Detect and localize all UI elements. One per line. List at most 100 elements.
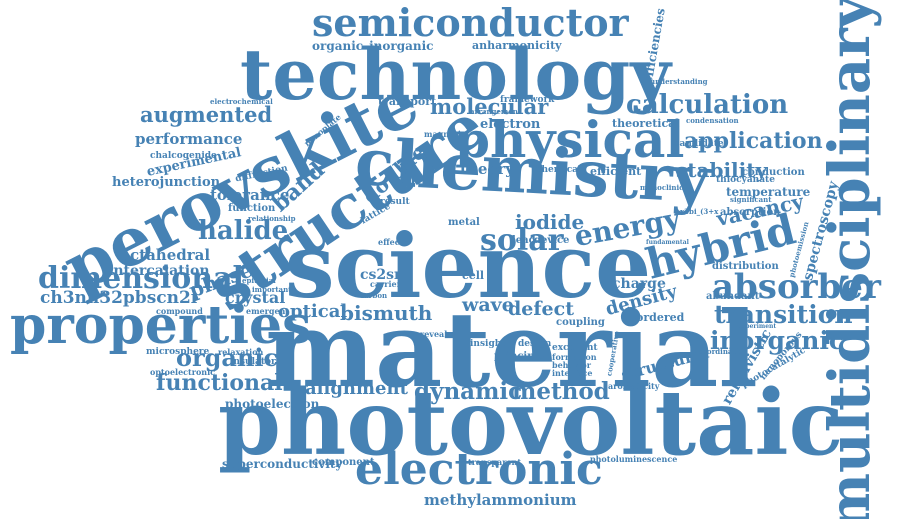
cloud-word: chemical xyxy=(536,165,582,175)
cloud-word: monoclinic xyxy=(640,183,684,192)
cloud-word: dimensional xyxy=(38,261,244,296)
cloud-word: condensation xyxy=(686,116,739,125)
cloud-word: relationship xyxy=(248,214,296,223)
cloud-word: performance xyxy=(135,130,243,148)
cloud-word: function xyxy=(228,203,276,214)
cloud-word: significant xyxy=(730,195,772,204)
cloud-word: organic xyxy=(176,343,279,372)
cloud-word: lead xyxy=(512,235,536,246)
cloud-word: electrochemical xyxy=(210,97,273,106)
cloud-word: metal xyxy=(448,217,480,228)
cloud-word: insulator xyxy=(230,357,276,367)
cloud-word: photoelectron xyxy=(225,397,320,411)
cloud-word: stability xyxy=(676,158,768,182)
cloud-word: result xyxy=(380,197,410,207)
cloud-word: solar xyxy=(480,223,564,258)
cloud-word: technology xyxy=(240,33,671,116)
cloud-word: carbon xyxy=(360,291,388,300)
cloud-word: component xyxy=(312,457,375,468)
cloud-word: crystal xyxy=(225,288,286,307)
cloud-word: properties xyxy=(10,295,312,356)
cloud-word: emergent xyxy=(246,306,290,316)
cloud-word: excellent xyxy=(552,343,598,353)
cloud-word: methylammonium xyxy=(424,491,577,509)
cloud-word: augmented xyxy=(140,102,273,127)
cloud-word: bismuth xyxy=(340,301,433,325)
cloud-word: understanding xyxy=(650,77,708,86)
cloud-word: fundamental xyxy=(646,239,689,246)
cloud-word: iodide xyxy=(515,210,585,234)
cloud-word: distribution xyxy=(712,261,779,272)
cloud-word: absorption xyxy=(720,207,781,218)
cloud-word: octahedral xyxy=(120,246,211,264)
cloud-word: organic–inorganic xyxy=(312,39,434,53)
cloud-word: relaxation xyxy=(218,347,264,357)
cloud-word: insight xyxy=(470,339,506,349)
cloud-word: defect xyxy=(508,298,574,320)
cloud-word: theory xyxy=(460,160,515,178)
cloud-word: thiocyanate xyxy=(716,175,775,185)
cloud-word: tolerance xyxy=(210,186,290,204)
cloud-word: calculation xyxy=(626,90,789,120)
cloud-word: abundant xyxy=(706,291,760,302)
cloud-word: device xyxy=(534,235,570,246)
cloud-word: principle xyxy=(494,351,545,362)
cloud-word: superconductivity xyxy=(222,457,343,471)
cloud-word: chalcogenide xyxy=(150,151,217,161)
cloud-word: carrier xyxy=(370,279,401,289)
cloud-word: cell xyxy=(462,269,485,282)
cloud-word: x3bi_(3+x xyxy=(680,207,719,216)
cloud-word: efficient xyxy=(590,165,642,178)
cloud-word: photoluminescence xyxy=(590,454,678,464)
cloud-word: design xyxy=(518,339,552,349)
cloud-word: coordination xyxy=(698,347,749,356)
cloud-word: framework xyxy=(500,95,555,105)
cloud-word: transport xyxy=(378,95,437,108)
cloud-word: effect xyxy=(378,237,404,247)
cloud-word: application xyxy=(684,128,823,154)
cloud-word: method xyxy=(512,378,610,405)
cloud-word: absorber xyxy=(712,267,881,307)
cloud-word: behavior xyxy=(552,360,591,370)
cloud-word: aromaticity xyxy=(608,381,660,391)
cloud-word: physical xyxy=(455,110,685,169)
cloud-word: inorganic xyxy=(710,326,845,355)
cloud-word: photovoltaic xyxy=(218,370,844,476)
cloud-word: microsphere xyxy=(146,347,210,357)
cloud-word: halide xyxy=(198,216,289,246)
cloud-word: arrangement xyxy=(470,107,522,116)
cloud-word: epitaxial xyxy=(242,276,276,285)
cloud-word: intercalation xyxy=(108,263,210,279)
cloud-word: ordered xyxy=(636,311,685,324)
cloud-word: wave xyxy=(462,294,514,316)
cloud-word: material xyxy=(265,288,758,411)
cloud-word: functional xyxy=(156,370,283,396)
cloud-word: reveal xyxy=(420,329,448,339)
cloud-word: alignment xyxy=(305,378,408,399)
cloud-word: experiment xyxy=(738,323,777,330)
cloud-word: dynamic xyxy=(414,378,523,405)
cloud-word: coupling xyxy=(556,317,605,328)
cloud-word: magnetic xyxy=(424,129,466,139)
cloud-word: temperature xyxy=(726,185,811,199)
cloud-word: interface xyxy=(552,368,593,378)
cloud-word: compound xyxy=(156,306,203,316)
cloud-word: anharmonicity xyxy=(472,39,562,52)
cloud-word: electronic xyxy=(355,444,603,495)
cloud-word: candidate xyxy=(674,139,724,149)
cloud-word: multidisciplinary xyxy=(817,0,884,519)
cloud-word: science xyxy=(285,214,652,318)
cloud-word: formation xyxy=(552,352,597,362)
cloud-word: heterojunction xyxy=(112,175,221,190)
cloud-word: conduction xyxy=(742,167,805,178)
cloud-word: molecular xyxy=(430,94,549,119)
cloud-word: transparent xyxy=(468,457,522,467)
cloud-word: electron xyxy=(480,117,541,132)
cloud-word: theoretical xyxy=(612,117,680,130)
cloud-word: important xyxy=(252,285,292,294)
cloud-word: cs2sni xyxy=(360,267,410,283)
cloud-word: ch3nh32pbscn2i xyxy=(40,288,198,308)
cloud-word: transition xyxy=(714,300,853,329)
cloud-word: optoelectronic xyxy=(150,367,216,377)
